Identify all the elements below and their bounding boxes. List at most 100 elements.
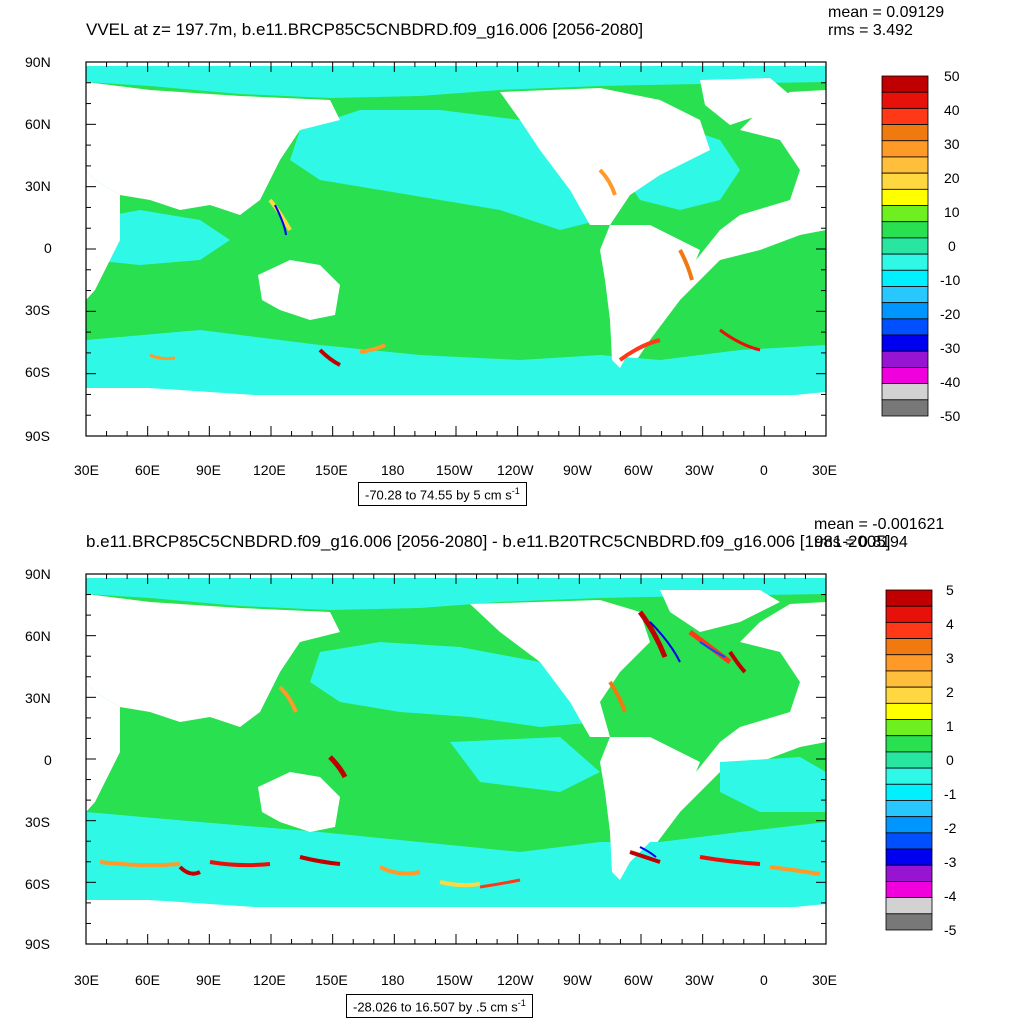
lon-label: 120E (253, 972, 286, 988)
colorbar-label: 50 (944, 68, 960, 84)
colorbar-swatch (881, 188, 929, 206)
lon-label: 60E (135, 462, 160, 478)
lat-label: 60N (25, 116, 51, 132)
lon-label: 150W (436, 972, 473, 988)
colorbar-swatch (881, 75, 929, 93)
colorbar-label: -30 (940, 340, 961, 356)
lon-label: 30E (74, 462, 99, 478)
land-south-america (600, 225, 700, 368)
lat-label: 90S (25, 936, 50, 952)
map-panel-bottom: b.e11.BRCP85C5CNBDRD.f09_g16.006 [2056-2… (0, 512, 1024, 1024)
contour-info-box: -70.28 to 74.55 by 5 cm s-1 (358, 482, 527, 507)
colorbar-swatch (885, 751, 933, 769)
ocean-shade (86, 578, 826, 610)
lon-label: 120E (253, 462, 286, 478)
lon-label: 150W (436, 462, 473, 478)
lat-label: 30S (25, 814, 50, 830)
colorbar-label: 4 (946, 616, 954, 632)
colorbar-swatch (885, 686, 933, 704)
colorbar-label: -10 (940, 272, 961, 288)
lat-label: 30S (25, 302, 50, 318)
land-africa (86, 682, 120, 812)
lat-label: 60S (25, 364, 50, 380)
lon-label: 60W (624, 462, 653, 478)
ocean-shade (450, 737, 600, 792)
colorbar-label: 30 (944, 136, 960, 152)
ocean-shade (86, 210, 230, 265)
lon-label: 60E (135, 972, 160, 988)
colorbar-label: -40 (940, 374, 961, 390)
colorbar-swatch (885, 605, 933, 623)
land-australia (258, 260, 340, 320)
colorbar-label: 2 (946, 684, 954, 700)
colorbar-swatch (881, 318, 929, 336)
land-greenland (700, 78, 790, 125)
rms-value: rms = 0.8194 (814, 534, 908, 551)
colorbar-label: 3 (946, 650, 954, 666)
colorbar-swatch (881, 140, 929, 158)
land-antarctica (86, 395, 826, 436)
stats-box: mean = 0.09129 rms = 3.492 (828, 4, 944, 40)
rms-value: rms = 3.492 (828, 22, 913, 39)
colorbar-label: -5 (944, 922, 957, 938)
colorbar-swatch (881, 124, 929, 142)
lon-label: 30E (812, 972, 837, 988)
ocean-shade (310, 642, 600, 727)
ocean-shade (86, 812, 826, 920)
colorbar-swatch (881, 205, 929, 223)
lon-label: 0 (760, 462, 768, 478)
lon-label: 30E (812, 462, 837, 478)
lat-label: 30N (25, 690, 51, 706)
axis-ticks (85, 61, 827, 437)
colorbar-swatch (885, 621, 933, 639)
colorbar-swatch (885, 913, 933, 931)
colorbar-swatch (881, 367, 929, 385)
lon-label: 90W (563, 462, 592, 478)
plot-title: b.e11.BRCP85C5CNBDRD.f09_g16.006 [2056-2… (86, 532, 891, 551)
colorbar-swatch (881, 237, 929, 255)
colorbar-label: -1 (944, 786, 957, 802)
colorbar (885, 589, 933, 931)
colorbar-label: 5 (946, 582, 954, 598)
colorbar-swatch (885, 589, 933, 607)
lon-label: 180 (381, 972, 405, 988)
colorbar-label: 40 (944, 102, 960, 118)
map-plot (85, 573, 933, 945)
lat-label: 0 (44, 752, 52, 768)
lat-label: 0 (44, 240, 52, 256)
colorbar-swatch (881, 383, 929, 401)
lon-label: 90E (196, 462, 221, 478)
lon-label: 60W (624, 972, 653, 988)
colorbar-swatch (885, 848, 933, 866)
lon-label: 180 (381, 462, 405, 478)
lon-label: 30W (685, 462, 714, 478)
map-field (86, 62, 826, 436)
ocean-shade (720, 757, 826, 812)
colorbar-swatch (881, 156, 929, 174)
plot-title: VVEL at z= 197.7m, b.e11.BRCP85C5CNBDRD.… (86, 20, 644, 39)
colorbar-swatch (885, 864, 933, 882)
lat-label: 60N (25, 628, 51, 644)
lon-label: 30W (685, 972, 714, 988)
lon-label: 0 (760, 972, 768, 988)
colorbar-swatch (881, 286, 929, 304)
lon-label: 90E (196, 972, 221, 988)
colorbar-swatch (881, 334, 929, 352)
axis-ticks (85, 573, 827, 945)
colorbar-swatch (885, 702, 933, 720)
colorbar-swatch (881, 302, 929, 320)
colorbar-label: -20 (940, 306, 961, 322)
lon-label: 30E (74, 972, 99, 988)
colorbar-swatch (885, 767, 933, 785)
colorbar (881, 75, 929, 417)
lon-label: 150E (315, 972, 348, 988)
colorbar-label: -2 (944, 820, 957, 836)
colorbar-swatch (885, 897, 933, 915)
colorbar-swatch (885, 719, 933, 737)
colorbar-swatch (881, 91, 929, 109)
colorbar-swatch (885, 670, 933, 688)
contour-info-box: -28.026 to 16.507 by .5 cm s-1 (346, 994, 533, 1019)
colorbar-swatch (885, 881, 933, 899)
colorbar-swatch (881, 269, 929, 287)
colorbar-swatch (881, 107, 929, 125)
